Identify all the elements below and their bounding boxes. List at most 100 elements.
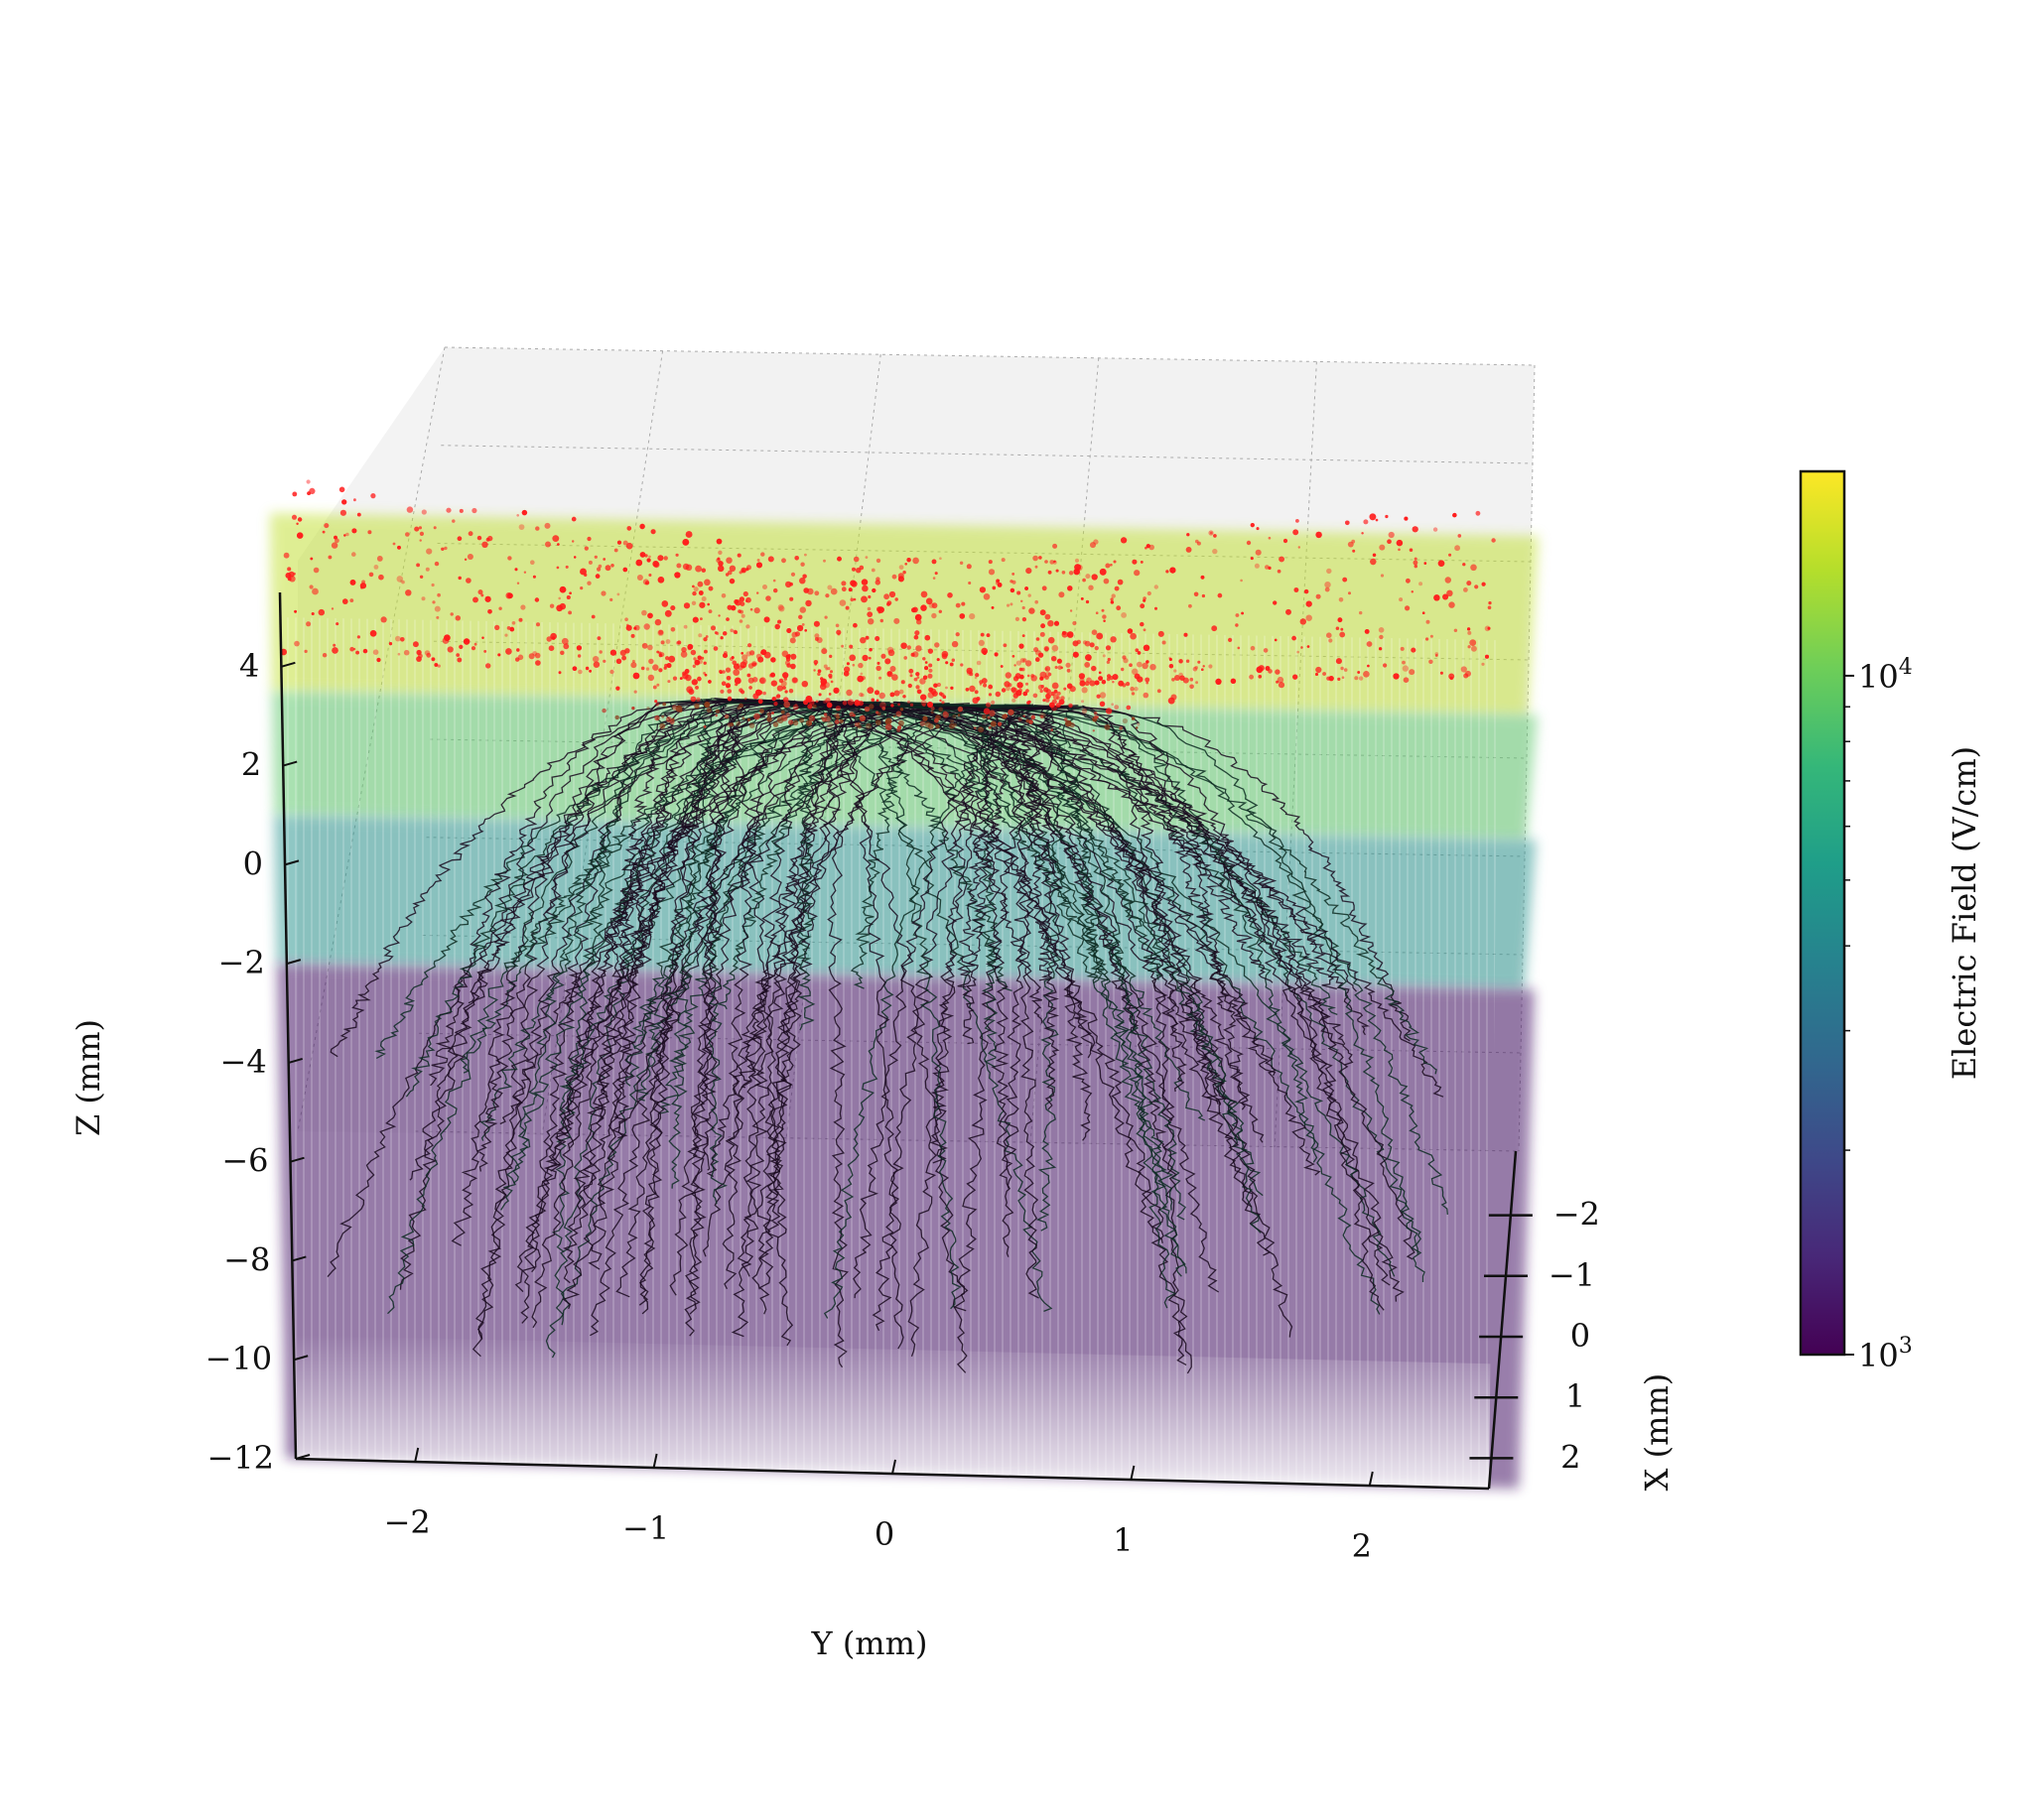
cloud-point [749, 650, 755, 656]
cloud-point [914, 613, 922, 621]
cloud-point [331, 542, 338, 549]
cloud-point [1093, 539, 1099, 545]
cloud-point [1106, 677, 1111, 682]
cloud-point [742, 590, 748, 597]
cloud-point [920, 604, 927, 611]
cloud-point [457, 657, 463, 663]
cloud-point [959, 561, 964, 565]
cloud-point [734, 677, 741, 685]
cloud-point [1051, 682, 1059, 690]
cloud-point [396, 576, 404, 583]
cloud-point [1414, 564, 1418, 569]
cloud-point [559, 602, 566, 610]
cloud-point [636, 575, 643, 581]
drift-track [468, 702, 837, 1004]
cloud-point [741, 665, 745, 669]
cloud-point [1024, 586, 1028, 590]
cloud-point [468, 531, 473, 537]
cloud-point [419, 575, 424, 579]
cloud-point [1030, 675, 1037, 682]
cloud-point [1065, 662, 1071, 668]
cloud-point [683, 602, 691, 609]
cloud-point [891, 674, 898, 681]
cloud-point [406, 506, 414, 513]
cloud-point [1091, 629, 1098, 635]
cloud-point [1366, 641, 1373, 647]
cloud-point [1235, 623, 1239, 627]
cloud-point [444, 546, 448, 551]
cloud-point [1001, 688, 1007, 693]
cloud-point [1370, 558, 1377, 566]
cloud-point [1096, 694, 1101, 699]
cloud-point [781, 558, 786, 564]
cloud-point [1149, 664, 1156, 671]
cloud-point [609, 669, 614, 675]
cloud-point [773, 702, 778, 707]
cloud-point [1051, 699, 1057, 705]
cloud-point [1171, 678, 1175, 682]
cloud-point [843, 671, 850, 677]
cloud-point [950, 686, 954, 690]
cloud-point [714, 631, 718, 635]
cloud-point [737, 706, 741, 711]
cloud-point [1126, 682, 1131, 687]
cloud-point [1000, 665, 1004, 668]
cloud-point [675, 553, 679, 557]
cloud-point [652, 685, 657, 690]
cloud-point [893, 690, 900, 697]
cloud-point [740, 661, 747, 669]
cloud-point [913, 634, 919, 640]
cloud-point [633, 690, 637, 694]
cloud-point [799, 606, 806, 613]
cloud-point [615, 686, 620, 691]
cloud-point [1053, 690, 1058, 694]
cloud-point [336, 622, 339, 626]
cloud-point [841, 581, 847, 586]
cloud-point [1250, 557, 1254, 561]
cloud-point [690, 649, 697, 656]
cloud-point [990, 720, 997, 727]
cloud-point [654, 618, 662, 626]
cloud-point [405, 589, 412, 596]
cloud-point [1044, 675, 1049, 680]
cloud-point [878, 692, 885, 700]
cloud-point [1303, 588, 1309, 594]
cloud-point [665, 716, 672, 722]
cloud-point [558, 596, 561, 600]
cloud-point [922, 703, 926, 707]
cloud-point [1409, 548, 1414, 552]
cloud-point [884, 723, 892, 730]
drift-track [471, 699, 785, 1358]
cloud-point [1040, 685, 1044, 689]
cloud-point [875, 711, 879, 715]
cloud-point [1101, 608, 1105, 612]
drift-track [374, 703, 950, 1059]
cloud-point [1235, 613, 1240, 617]
cloud-point [1011, 655, 1015, 658]
cloud-point [782, 672, 789, 679]
cloud-point [1189, 677, 1194, 682]
cloud-point [1246, 540, 1252, 546]
cloud-point [1126, 705, 1132, 711]
drift-track [573, 704, 1034, 1232]
cloud-point [1487, 626, 1491, 630]
cloud-point [487, 609, 492, 614]
cloud-point [1254, 563, 1260, 569]
cloud-point [920, 700, 927, 707]
cloud-point [841, 644, 844, 648]
cloud-point [459, 644, 464, 650]
cloud-point [922, 657, 926, 661]
cloud-point [1040, 715, 1044, 718]
cloud-point [987, 715, 991, 719]
cloud-point [747, 643, 752, 648]
cloud-point [652, 685, 657, 690]
cloud-point [1019, 658, 1025, 663]
cloud-point [757, 656, 764, 663]
cloud-point [1352, 549, 1356, 553]
cloud-point [507, 556, 512, 561]
drift-track [776, 701, 1321, 1176]
cloud-point [419, 531, 424, 537]
cloud-point [1025, 718, 1030, 723]
cloud-point [875, 719, 881, 725]
drift-track [840, 703, 1371, 1036]
